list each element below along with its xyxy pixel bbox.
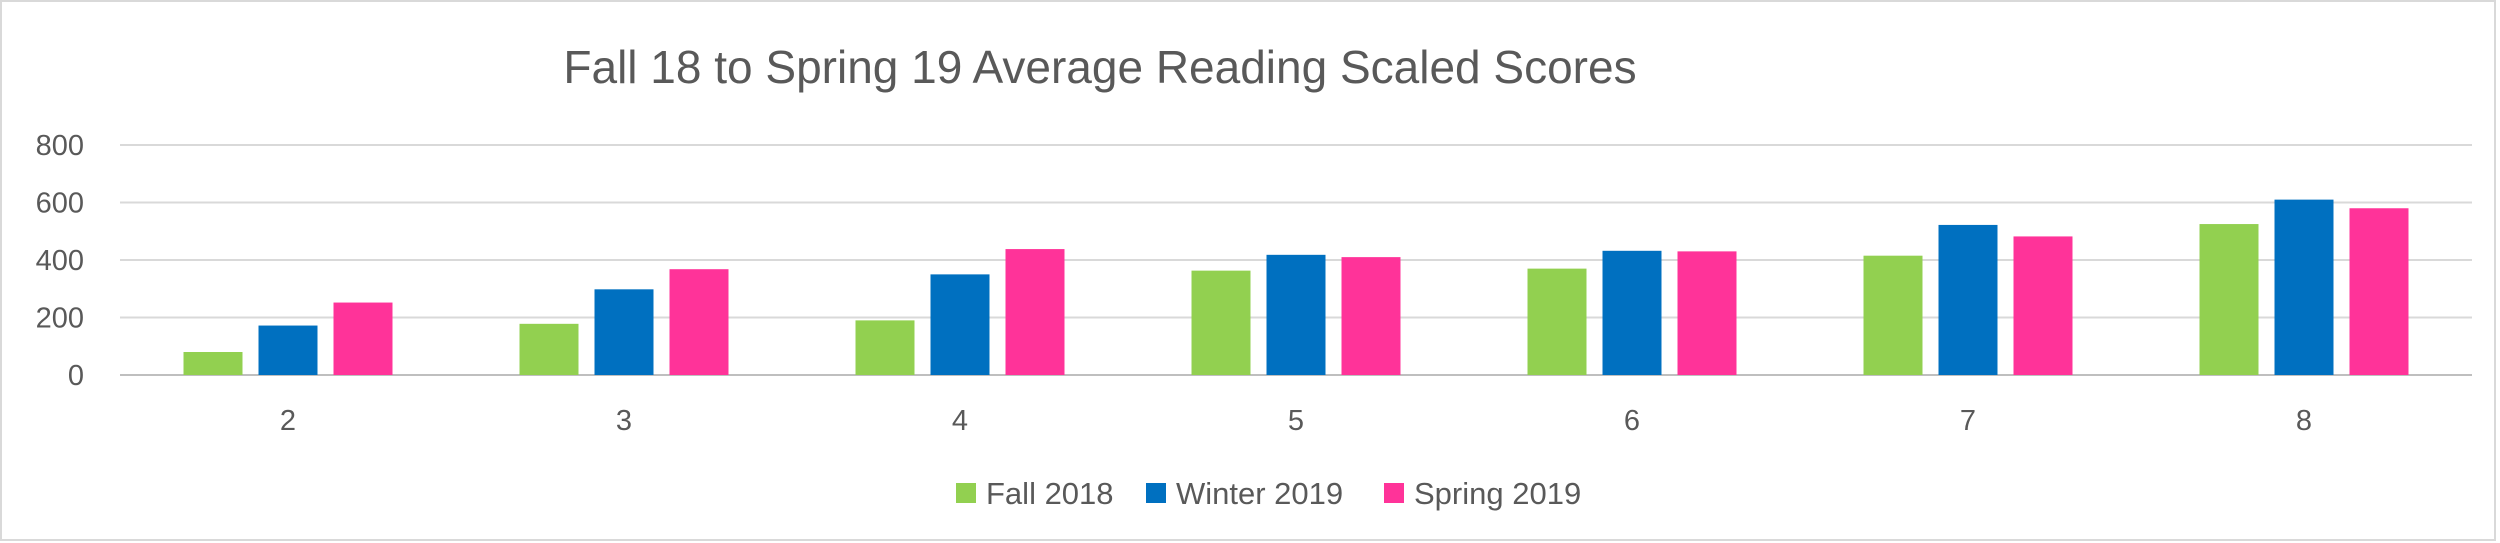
y-tick-label: 400 bbox=[36, 245, 84, 277]
bar bbox=[1863, 255, 1923, 375]
bar bbox=[333, 302, 393, 375]
chart-title: Fall 18 to Spring 19 Average Reading Sca… bbox=[563, 41, 1636, 93]
bar bbox=[1938, 224, 1998, 375]
bar bbox=[2349, 208, 2409, 375]
x-tick-label: 3 bbox=[616, 405, 632, 437]
y-tick-label: 600 bbox=[36, 188, 84, 220]
bars bbox=[183, 199, 2409, 375]
legend: Fall 2018 Winter 2019 Spring 2019 bbox=[956, 476, 1581, 511]
y-axis-tick-labels: 0 200 400 600 800 bbox=[36, 130, 84, 392]
x-tick-label: 2 bbox=[280, 405, 296, 437]
legend-swatch bbox=[1146, 483, 1166, 503]
legend-swatch bbox=[956, 483, 976, 503]
bar bbox=[594, 289, 654, 375]
y-tick-label: 200 bbox=[36, 303, 84, 335]
bar bbox=[1191, 270, 1251, 375]
bar bbox=[930, 274, 990, 375]
x-tick-label: 7 bbox=[1960, 405, 1976, 437]
bar bbox=[1602, 250, 1662, 375]
bar bbox=[2274, 199, 2334, 375]
bar bbox=[1005, 249, 1065, 375]
x-tick-label: 4 bbox=[952, 405, 968, 437]
bar bbox=[1677, 251, 1737, 375]
legend-label: Fall 2018 bbox=[986, 476, 1114, 511]
x-tick-label: 8 bbox=[2296, 405, 2312, 437]
x-tick-label: 5 bbox=[1288, 405, 1304, 437]
bar bbox=[2013, 236, 2073, 375]
x-tick-label: 6 bbox=[1624, 405, 1640, 437]
bar bbox=[2199, 224, 2259, 375]
bar bbox=[1341, 257, 1401, 375]
legend-swatch bbox=[1384, 483, 1404, 503]
bar bbox=[1266, 254, 1326, 375]
y-tick-label: 800 bbox=[36, 130, 84, 162]
legend-label: Winter 2019 bbox=[1176, 476, 1343, 511]
legend-label: Spring 2019 bbox=[1414, 476, 1581, 511]
bar bbox=[183, 352, 243, 375]
x-axis-tick-labels: 2 3 4 5 6 7 8 bbox=[280, 405, 2312, 437]
bar bbox=[855, 320, 915, 375]
bar bbox=[519, 323, 579, 375]
y-tick-label: 0 bbox=[68, 360, 84, 392]
bar bbox=[1527, 268, 1587, 375]
bar bbox=[258, 325, 318, 375]
bar bbox=[669, 269, 729, 375]
